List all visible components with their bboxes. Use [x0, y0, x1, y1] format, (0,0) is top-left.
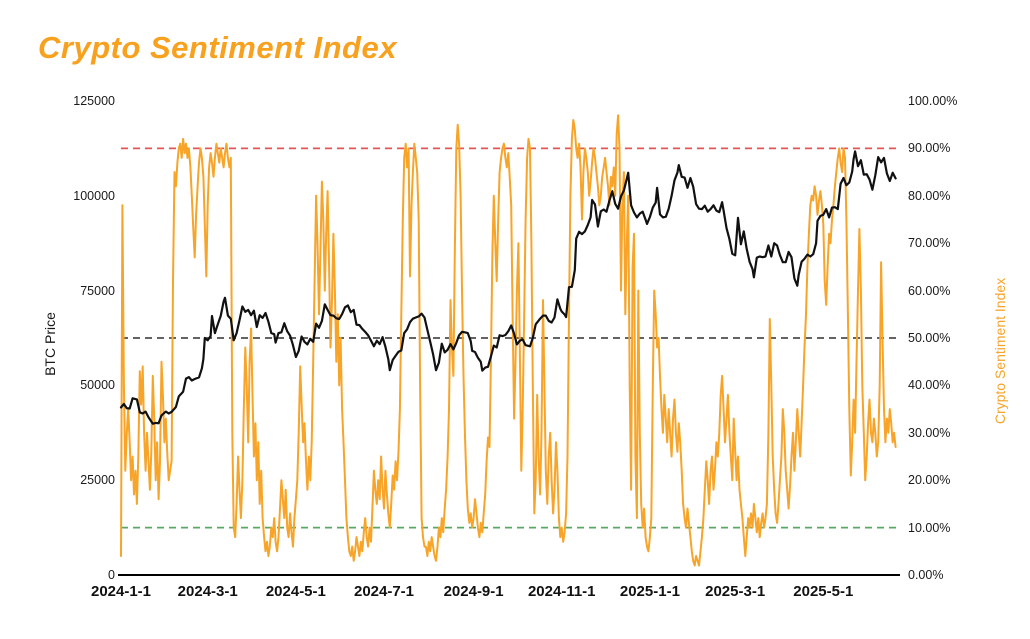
x-tick-2025-1-1: 2025-1-1 — [619, 583, 680, 600]
x-tick-2024-5-1: 2024-5-1 — [265, 583, 326, 600]
series-line-crypto-sentiment-index — [120, 114, 897, 567]
x-tick-2025-5-1: 2025-5-1 — [793, 583, 854, 600]
y-right-tick-80.00%: 80.00% — [908, 188, 951, 203]
x-tick-2025-3-1: 2025-3-1 — [705, 583, 766, 600]
x-tick-2024-7-1: 2024-7-1 — [353, 583, 415, 600]
y-right-tick-60.00%: 60.00% — [908, 283, 951, 298]
y-right-tick-40.00%: 40.00% — [908, 378, 951, 393]
y-left-tick-50000: 50000 — [80, 378, 115, 393]
y-right-tick-100.00%: 100.00% — [908, 93, 958, 108]
y-right-tick-20.00%: 20.00% — [908, 472, 951, 487]
y-right-tick-70.00%: 70.00% — [908, 235, 951, 250]
series-line-btc-price — [119, 150, 897, 425]
y-left-tick-0: 0 — [108, 567, 115, 582]
x-tick-2024-3-1: 2024-3-1 — [177, 583, 238, 600]
y-left-tick-25000: 25000 — [80, 472, 115, 487]
y-left-tick-125000: 125000 — [73, 93, 115, 108]
y-right-tick-10.00%: 10.00% — [908, 520, 951, 535]
y-right-tick-30.00%: 30.00% — [908, 425, 951, 440]
y-left-tick-75000: 75000 — [80, 283, 115, 298]
x-tick-2024-11-1: 2024-11-1 — [527, 583, 596, 600]
chart-title: Crypto Sentiment Index — [38, 30, 397, 65]
x-tick-2024-1-1: 2024-1-1 — [90, 583, 152, 600]
y-right-tick-50.00%: 50.00% — [908, 330, 951, 345]
y-left-tick-100000: 100000 — [73, 188, 115, 203]
y-right-tick-90.00%: 90.00% — [908, 141, 951, 156]
y-right-tick-0.00%: 0.00% — [908, 567, 944, 582]
x-tick-2024-9-1: 2024-9-1 — [443, 583, 504, 600]
